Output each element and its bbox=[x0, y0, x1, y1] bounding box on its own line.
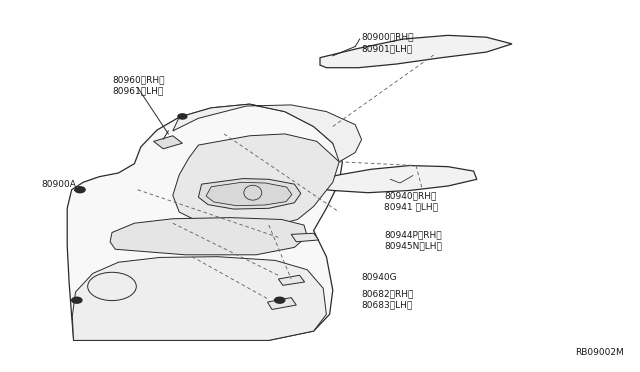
Polygon shape bbox=[268, 298, 296, 310]
Circle shape bbox=[275, 297, 285, 303]
Polygon shape bbox=[206, 182, 292, 206]
Text: 80682〈RH〉
80683〈LH〉: 80682〈RH〉 80683〈LH〉 bbox=[362, 289, 414, 310]
Polygon shape bbox=[307, 166, 477, 193]
Circle shape bbox=[72, 297, 82, 303]
Text: 80940G: 80940G bbox=[362, 273, 397, 282]
Polygon shape bbox=[72, 257, 326, 340]
Text: RB09002M: RB09002M bbox=[575, 348, 624, 357]
Polygon shape bbox=[198, 179, 301, 209]
Circle shape bbox=[178, 114, 187, 119]
Polygon shape bbox=[320, 35, 512, 68]
Polygon shape bbox=[110, 218, 307, 255]
Circle shape bbox=[75, 187, 85, 193]
Polygon shape bbox=[154, 136, 182, 149]
Text: 80944P〈RH〉
80945N〈LH〉: 80944P〈RH〉 80945N〈LH〉 bbox=[384, 230, 442, 250]
Text: 80900〈RH〉
80901〈LH〉: 80900〈RH〉 80901〈LH〉 bbox=[362, 33, 414, 53]
Polygon shape bbox=[173, 134, 339, 227]
Polygon shape bbox=[291, 233, 319, 242]
Polygon shape bbox=[278, 275, 305, 285]
Polygon shape bbox=[173, 104, 362, 162]
Text: 80940〈RH〉
80941 〈LH〉: 80940〈RH〉 80941 〈LH〉 bbox=[384, 191, 438, 211]
Text: 80960〈RH〉
80961〈LH〉: 80960〈RH〉 80961〈LH〉 bbox=[112, 76, 164, 96]
Text: 80900A: 80900A bbox=[42, 180, 76, 189]
Polygon shape bbox=[67, 104, 342, 340]
